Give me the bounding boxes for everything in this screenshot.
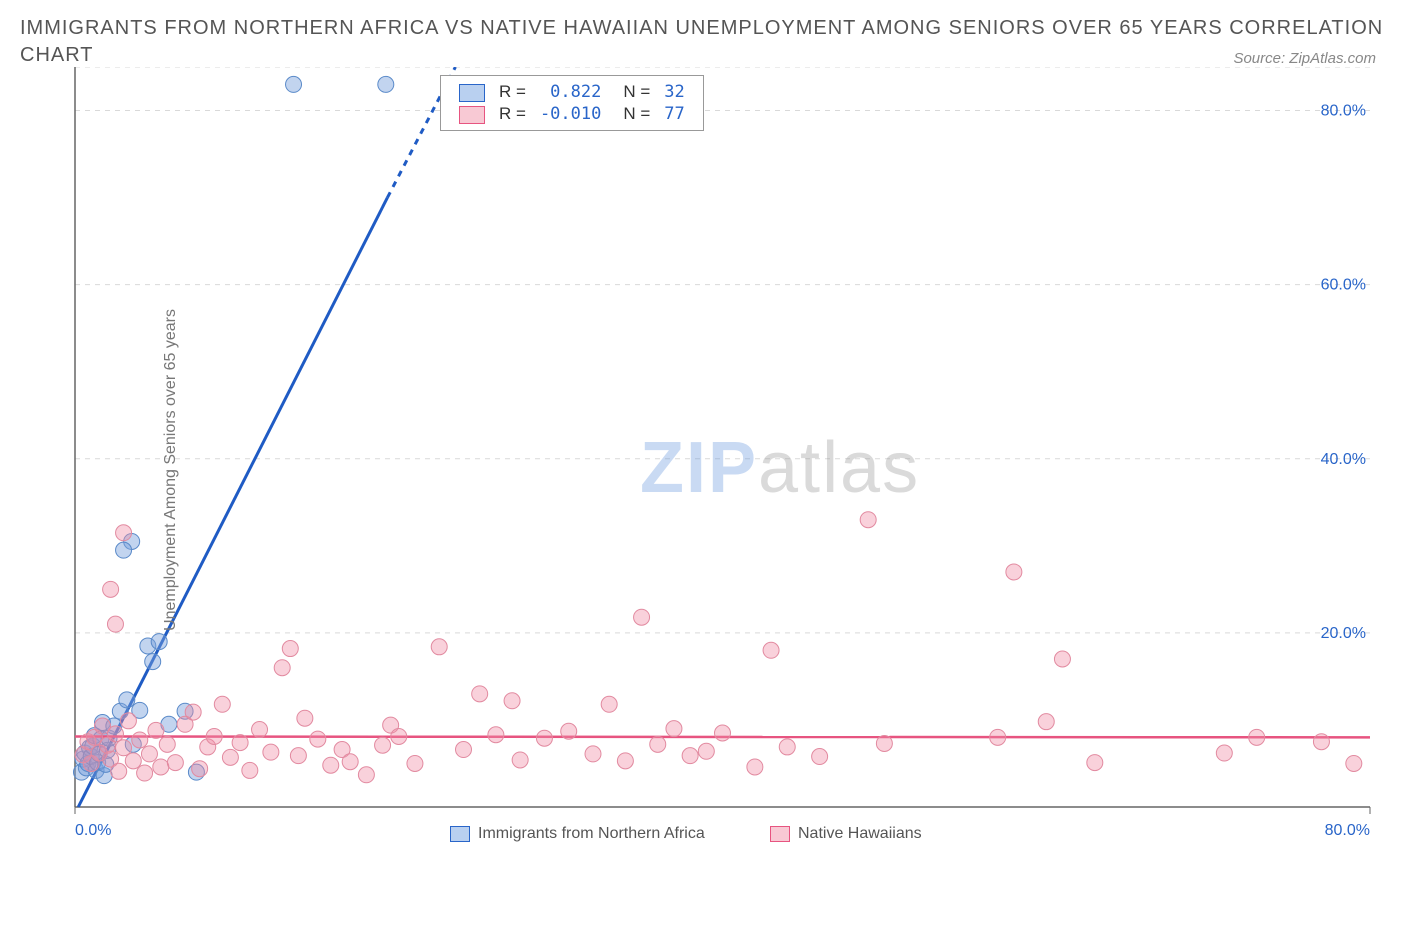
svg-text:0.0%: 0.0% <box>75 822 111 839</box>
svg-text:60.0%: 60.0% <box>1321 277 1366 294</box>
corr-r-value: -0.010 <box>534 104 607 124</box>
corr-n-label: N = <box>609 82 656 102</box>
correlation-box: R =0.822N =32R =-0.010N =77 <box>440 75 704 131</box>
corr-r-label: R = <box>493 82 532 102</box>
correlation-table: R =0.822N =32R =-0.010N =77 <box>451 80 693 126</box>
scatter-chart: 20.0% 40.0% 60.0% 80.0% 0.0% 80.0% <box>0 67 1406 872</box>
x-legend-swatch-0 <box>450 826 470 842</box>
corr-n-value: 77 <box>658 104 690 124</box>
x-legend-swatch-1 <box>770 826 790 842</box>
source-label: Source: ZipAtlas.com <box>1233 50 1386 67</box>
page: IMMIGRANTS FROM NORTHERN AFRICA VS NATIV… <box>0 0 1406 930</box>
correlation-row: R =0.822N =32 <box>453 82 691 102</box>
chart-title-line1: IMMIGRANTS FROM NORTHERN AFRICA VS NATIV… <box>20 10 1386 46</box>
corr-swatch <box>459 84 485 102</box>
corr-r-label: R = <box>493 104 532 124</box>
chart-title-line2: CHART <box>20 44 94 67</box>
svg-text:20.0%: 20.0% <box>1321 625 1366 642</box>
x-legend-label-0: Immigrants from Northern Africa <box>478 825 705 843</box>
corr-swatch <box>459 106 485 124</box>
subtitle-bar: CHART Source: ZipAtlas.com <box>20 44 1386 67</box>
svg-text:80.0%: 80.0% <box>1321 103 1366 120</box>
x-legend-item-0: Immigrants from Northern Africa <box>450 825 705 843</box>
x-legend-item-1: Native Hawaiians <box>770 825 922 843</box>
chart-area: Unemployment Among Seniors over 65 years… <box>0 67 1406 872</box>
corr-n-value: 32 <box>658 82 690 102</box>
corr-r-value: 0.822 <box>534 82 607 102</box>
x-legend-label-1: Native Hawaiians <box>798 825 922 843</box>
title-bar: IMMIGRANTS FROM NORTHERN AFRICA VS NATIV… <box>0 0 1406 67</box>
correlation-row: R =-0.010N =77 <box>453 104 691 124</box>
svg-text:80.0%: 80.0% <box>1325 822 1370 839</box>
corr-n-label: N = <box>609 104 656 124</box>
y-axis-label: Unemployment Among Seniors over 65 years <box>162 309 180 631</box>
svg-text:40.0%: 40.0% <box>1321 451 1366 468</box>
